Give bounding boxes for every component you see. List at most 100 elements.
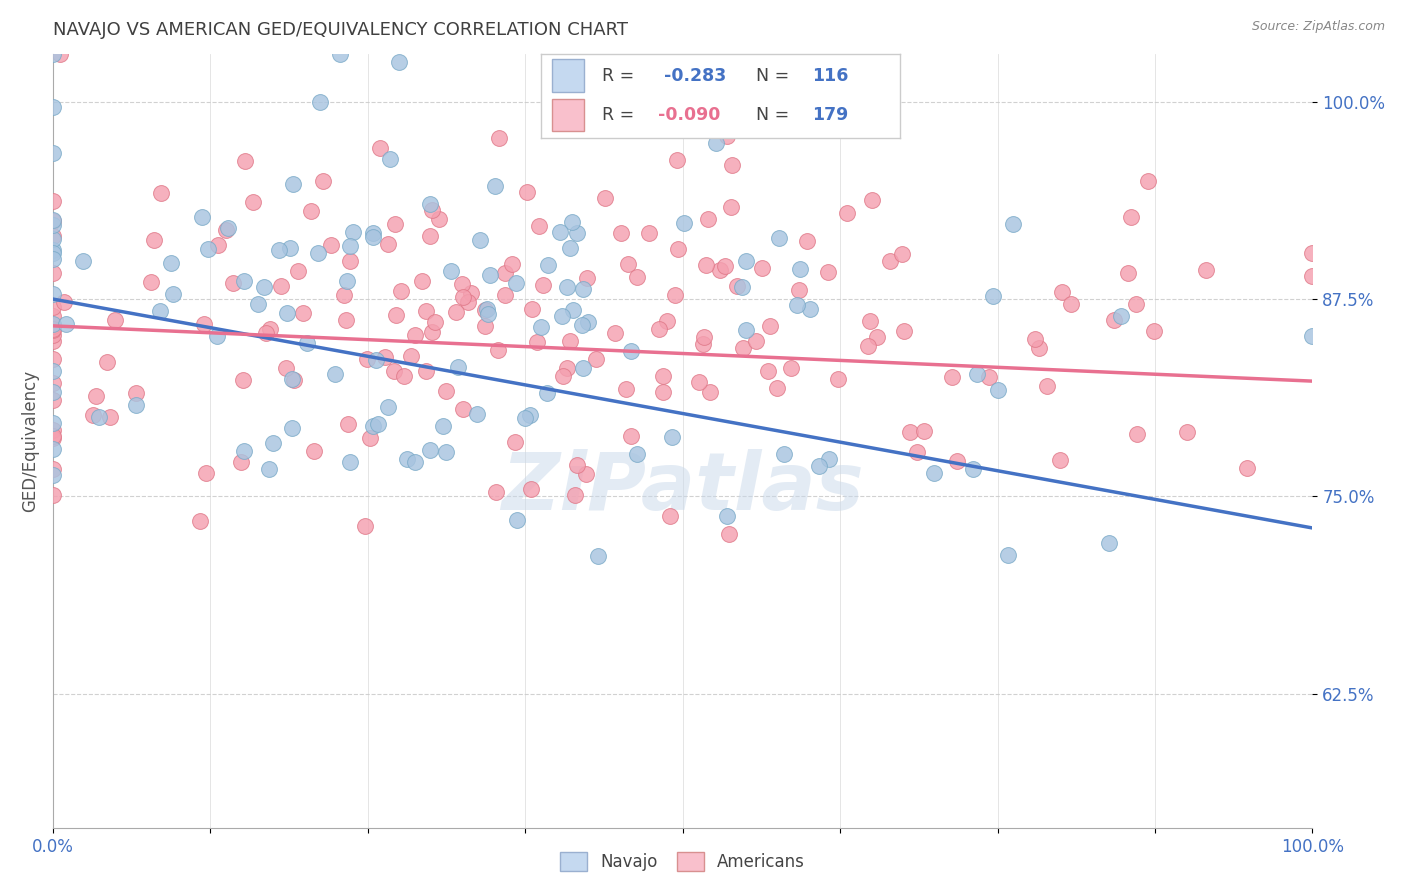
Point xyxy=(333,288,356,302)
Point xyxy=(560,241,582,255)
Point xyxy=(41,100,63,114)
Point xyxy=(1177,425,1199,439)
Point xyxy=(411,274,433,288)
Point xyxy=(465,407,488,421)
Point xyxy=(194,466,217,480)
Point xyxy=(567,458,589,473)
Point xyxy=(531,277,554,292)
Point xyxy=(548,225,571,239)
Point xyxy=(575,467,598,482)
Point xyxy=(856,339,879,353)
Point xyxy=(652,369,675,384)
Point xyxy=(704,136,727,151)
Point xyxy=(1109,309,1132,323)
Point xyxy=(41,352,63,367)
Point xyxy=(520,301,543,316)
Point xyxy=(766,381,789,395)
Point xyxy=(1301,268,1323,283)
Point xyxy=(529,219,551,233)
Point xyxy=(588,73,610,87)
Point xyxy=(486,343,509,358)
Point xyxy=(1301,329,1323,343)
Point xyxy=(966,367,988,381)
Point xyxy=(356,352,378,367)
Point xyxy=(232,444,254,458)
Point xyxy=(434,384,457,399)
Point xyxy=(319,238,342,252)
Point xyxy=(229,455,252,469)
Point xyxy=(526,334,548,349)
Point xyxy=(49,47,72,62)
Point xyxy=(420,326,443,340)
Legend: Navajo, Americans: Navajo, Americans xyxy=(554,845,811,878)
Text: N =: N = xyxy=(756,68,790,86)
Text: -0.090: -0.090 xyxy=(658,106,720,124)
Y-axis label: GED/Equivalency: GED/Equivalency xyxy=(21,370,39,512)
Point xyxy=(419,229,441,244)
Point xyxy=(484,178,506,193)
Point xyxy=(41,145,63,160)
Point xyxy=(1116,266,1139,280)
Point xyxy=(731,279,754,293)
Point xyxy=(720,159,742,173)
Point xyxy=(626,447,648,461)
Point xyxy=(359,431,381,445)
Point xyxy=(283,373,305,387)
Point xyxy=(1028,341,1050,355)
Point xyxy=(342,225,364,239)
Point xyxy=(41,47,63,62)
Point xyxy=(55,317,77,331)
Point xyxy=(565,226,588,240)
Point xyxy=(41,317,63,331)
Point xyxy=(41,323,63,337)
Point xyxy=(652,385,675,400)
Point xyxy=(1098,535,1121,549)
Point xyxy=(382,364,405,378)
Text: Source: ZipAtlas.com: Source: ZipAtlas.com xyxy=(1251,20,1385,33)
Point xyxy=(41,429,63,443)
Point xyxy=(1036,378,1059,392)
Point xyxy=(124,398,146,412)
Point xyxy=(141,276,163,290)
Point xyxy=(501,257,523,271)
Point xyxy=(787,283,810,297)
Point xyxy=(898,425,921,439)
Point xyxy=(860,194,883,208)
Point xyxy=(377,400,399,414)
Point xyxy=(555,360,578,375)
Point xyxy=(808,459,831,474)
Point xyxy=(564,488,586,502)
Point xyxy=(361,226,384,240)
Point xyxy=(41,364,63,378)
Point xyxy=(595,192,617,206)
Point xyxy=(339,239,361,253)
Point xyxy=(149,304,172,318)
Point xyxy=(150,186,173,201)
Point xyxy=(87,410,110,425)
Point xyxy=(339,455,361,469)
Point xyxy=(987,384,1010,398)
Point xyxy=(789,262,811,277)
Point xyxy=(396,451,419,466)
Point xyxy=(159,256,181,270)
Point xyxy=(536,385,558,400)
Point xyxy=(323,368,346,382)
Point xyxy=(799,302,821,317)
Point xyxy=(617,257,640,271)
Point xyxy=(912,424,935,438)
Point xyxy=(253,279,276,293)
Point xyxy=(664,288,686,302)
Point xyxy=(981,289,1004,303)
Point xyxy=(41,244,63,258)
Point xyxy=(41,321,63,335)
Point xyxy=(222,276,245,290)
Point xyxy=(494,266,516,280)
Point xyxy=(751,260,773,275)
Point xyxy=(637,227,659,241)
Point xyxy=(329,47,352,62)
Point xyxy=(648,322,671,336)
Point xyxy=(457,294,479,309)
Point xyxy=(1024,333,1046,347)
Point xyxy=(215,223,238,237)
FancyBboxPatch shape xyxy=(553,60,585,92)
